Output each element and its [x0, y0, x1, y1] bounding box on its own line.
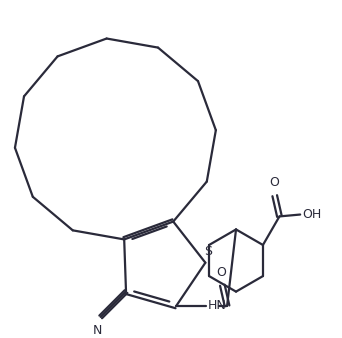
Text: HN: HN	[207, 299, 226, 312]
Text: S: S	[204, 245, 212, 258]
Text: O: O	[216, 266, 226, 279]
Text: N: N	[93, 324, 103, 337]
Text: O: O	[269, 176, 279, 189]
Text: OH: OH	[302, 208, 321, 221]
